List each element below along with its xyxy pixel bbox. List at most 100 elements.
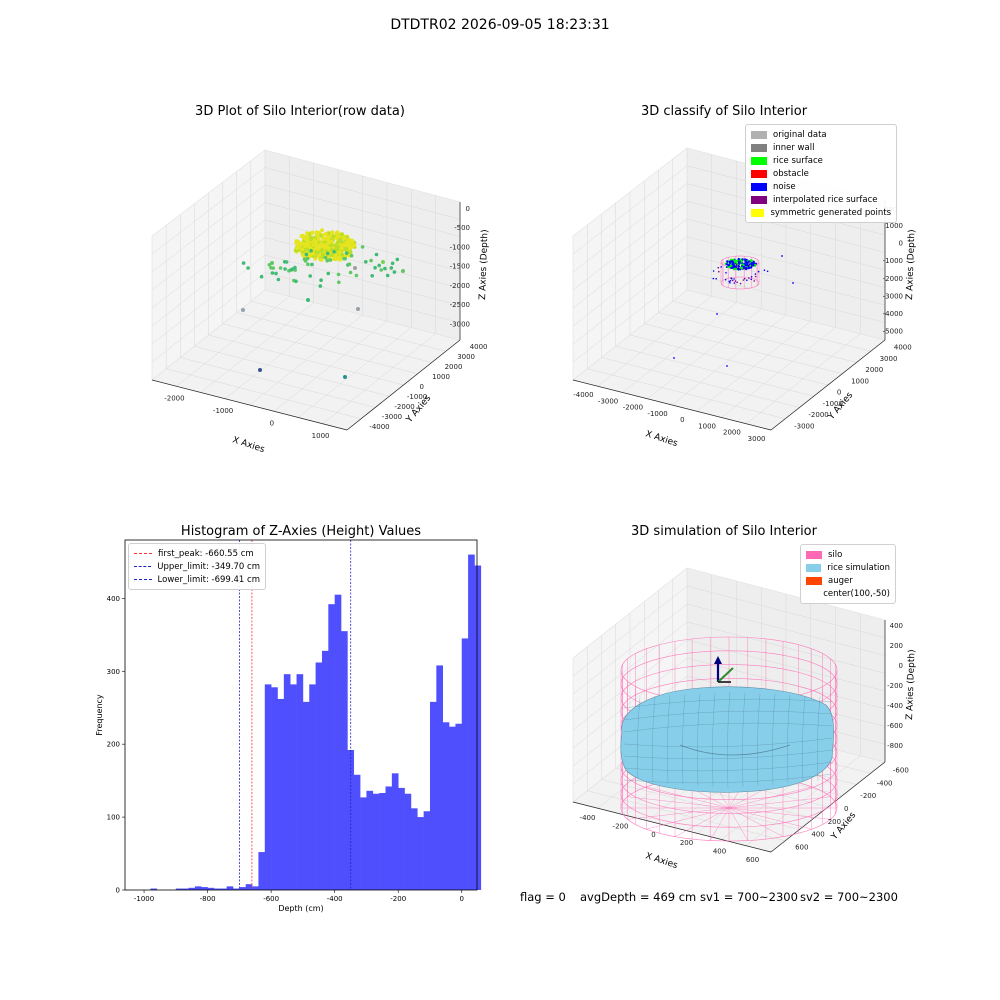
histogram-bars: [150, 554, 482, 891]
tick-label: 200: [890, 642, 903, 650]
data-point: [325, 234, 330, 239]
tick-label: -1000: [407, 393, 427, 401]
tick-label: -3000: [382, 413, 402, 421]
legend-swatch: [751, 143, 767, 152]
histogram-bar: [188, 887, 196, 890]
panel1-axes-box: [151, 149, 461, 431]
data-point: [353, 266, 357, 270]
histogram-bar: [442, 722, 450, 890]
data-point: [335, 247, 340, 252]
panel2-legend: original data inner wall rice surface obsta…: [745, 124, 897, 223]
tick-label: 0: [844, 805, 848, 813]
legend-item: Lower_limit: -699.41 cm: [134, 573, 260, 586]
data-point: [293, 265, 297, 270]
x-tick-label: -400: [327, 895, 343, 903]
y-axis-line: [346, 339, 461, 431]
histogram-bar: [182, 888, 189, 890]
tick-label: 0: [899, 662, 903, 670]
data-point: [320, 248, 324, 253]
data-point: [734, 280, 737, 282]
grid-line: [222, 323, 418, 374]
data-point: [337, 238, 342, 242]
data-point: [733, 278, 735, 280]
rice-mesh: [742, 692, 746, 787]
histogram-bar: [385, 786, 393, 890]
grid-line: [250, 301, 446, 352]
silo-spoke: [728, 786, 812, 809]
data-point: [348, 270, 353, 275]
data-point: [284, 260, 289, 264]
tick-label: -4000: [883, 310, 903, 318]
rice-mesh: [727, 691, 731, 789]
data-point: [738, 265, 741, 268]
tick-label: -800: [887, 742, 903, 750]
histogram-bar: [239, 887, 247, 890]
tick-label: -2500: [450, 301, 470, 309]
silo-spoke: [646, 786, 730, 809]
data-point: [379, 268, 384, 272]
data-point: [732, 258, 735, 261]
legend-item: Upper_limit: -349.70 cm: [134, 560, 260, 573]
histogram-bar: [315, 662, 323, 890]
histogram-bar: [372, 793, 380, 890]
histogram-bar: [328, 604, 335, 890]
rice-mesh: [667, 695, 671, 784]
tick-label: 0: [651, 831, 655, 839]
legend-swatch: [806, 576, 822, 585]
tick-label: 0: [420, 383, 424, 391]
histogram-bar: [302, 701, 310, 891]
grid-line: [264, 202, 461, 254]
tick-label: -3000: [450, 321, 470, 329]
tick-label: -1500: [450, 263, 470, 271]
histogram-bar: [366, 790, 374, 890]
y-axis-line: [770, 339, 886, 431]
tick-label: -200: [887, 682, 903, 690]
data-point: [736, 281, 738, 284]
data-point: [729, 282, 731, 284]
data-point: [326, 271, 331, 276]
data-point: [336, 272, 341, 277]
data-point: [370, 274, 375, 278]
data-point: [717, 266, 720, 269]
histogram-bar: [226, 886, 234, 890]
legend-item: rice surface: [751, 154, 891, 167]
legend-item: symmetric generated points: [751, 206, 891, 219]
data-point: [330, 253, 334, 258]
data-point: [339, 245, 344, 250]
data-point: [338, 257, 343, 262]
legend-swatch: [751, 156, 767, 165]
panel4-x-ticks: -400 -200 0 200 400 600: [580, 814, 760, 864]
legend-label: original data: [773, 129, 827, 140]
grid-line: [249, 314, 363, 406]
histogram-y-label: Frequency: [95, 694, 104, 736]
legend-item: first_peak: -660.55 cm: [134, 547, 260, 560]
panel1-x-ticks: -2000 -1000 0 1000: [164, 394, 329, 440]
data-point: [337, 280, 341, 285]
tick-label: -600: [887, 722, 903, 730]
data-point: [730, 264, 733, 267]
data-point: [336, 244, 340, 249]
panel2-z-ticks: 1000 0 -1000 -2000 -3000 -4000 -5000: [883, 222, 903, 336]
silo-spoke: [627, 807, 730, 820]
data-point: [329, 243, 333, 248]
data-point: [354, 273, 359, 278]
y-tick-label: 0: [116, 887, 120, 895]
legend-item: interpolated rice surface: [751, 193, 891, 206]
tick-label: 4000: [470, 343, 488, 351]
grid-line: [151, 167, 266, 255]
histogram-bar: [417, 817, 424, 890]
data-point: [241, 308, 245, 312]
data-point: [377, 263, 382, 268]
data-point: [763, 269, 766, 272]
data-point: [728, 280, 731, 283]
data-point: [270, 261, 274, 265]
data-point: [349, 253, 354, 258]
tick-label: 0: [270, 419, 274, 427]
tick-label: -1000: [647, 410, 667, 418]
rice-mesh: [757, 693, 761, 786]
tick-label: 3000: [748, 435, 766, 443]
data-point: [324, 231, 328, 236]
histogram-bar: [175, 888, 183, 890]
tick-label: -2000: [883, 275, 903, 283]
